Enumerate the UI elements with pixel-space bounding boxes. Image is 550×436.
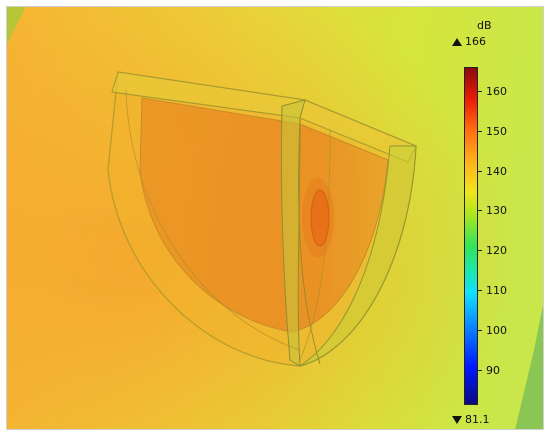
color-scale-bar <box>464 67 478 405</box>
legend-tick-mark <box>478 329 482 331</box>
legend-tick-mark <box>478 210 482 212</box>
legend-tick-mark <box>478 289 482 291</box>
legend-tick-label: 110 <box>486 283 507 297</box>
triangle-down-icon <box>452 416 462 424</box>
source-halo <box>302 178 334 258</box>
source-ellipse <box>310 189 330 247</box>
shell-seam-inner <box>125 89 301 351</box>
legend-tick-mark <box>478 170 482 172</box>
legend-min-value: 81.1 <box>465 413 490 426</box>
corner-slab-bottom-right <box>515 300 544 430</box>
corner-slab-top-left <box>6 6 26 46</box>
legend-max-value: 166 <box>465 35 486 48</box>
legend-tick-label: 120 <box>486 244 507 258</box>
legend-unit: dB <box>477 19 492 32</box>
legend-tick-label: 150 <box>486 124 507 138</box>
legend-max: 166 <box>452 35 486 48</box>
legend-tick-label: 90 <box>486 363 500 377</box>
legend-tick-label: 100 <box>486 323 507 337</box>
legend-tick-mark <box>478 369 482 371</box>
shell-seam-left <box>298 117 321 365</box>
shell-seam-right <box>299 129 331 361</box>
rim-line <box>111 91 301 119</box>
legend-tick-label: 130 <box>486 204 507 218</box>
legend-tick-mark <box>478 90 482 92</box>
legend-tick-label: 160 <box>486 84 507 98</box>
triangle-up-icon <box>452 38 462 46</box>
legend-tick-label: 140 <box>486 164 507 178</box>
side-wall-right <box>299 145 417 367</box>
legend-tick-mark <box>478 250 482 252</box>
legend-min: 81.1 <box>452 413 490 426</box>
legend-tick-mark <box>478 130 482 132</box>
